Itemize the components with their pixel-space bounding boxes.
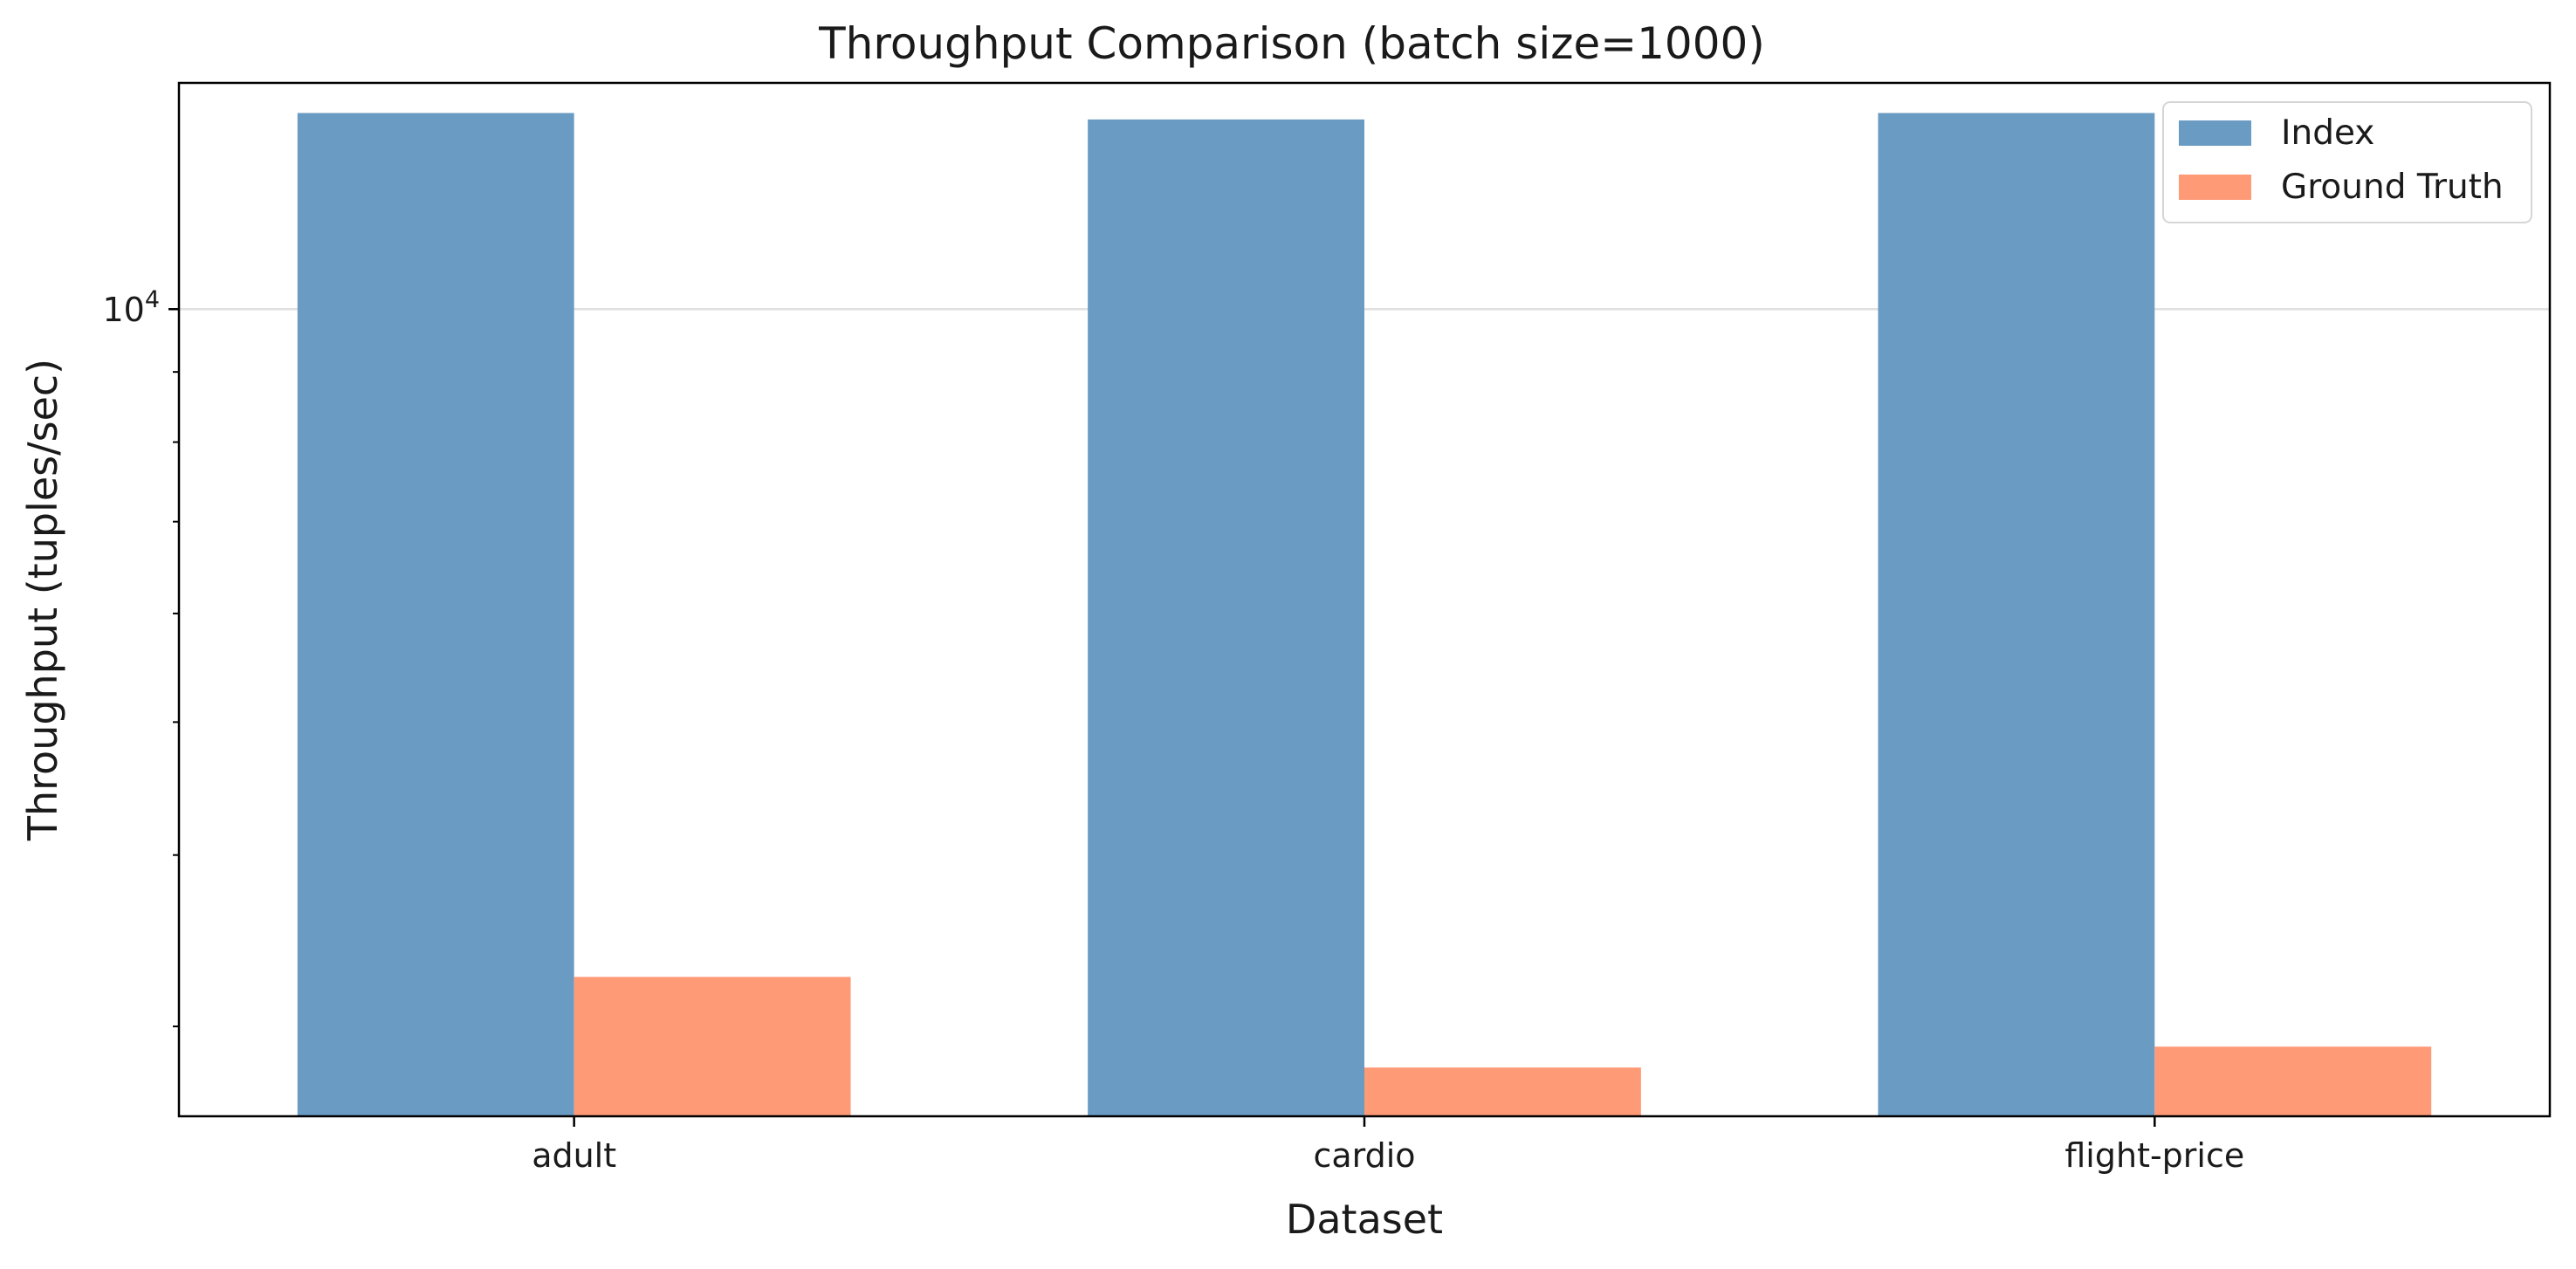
y-axis-label: Throughput (tuples/sec) — [19, 359, 66, 841]
bar-ground-truth-flight-price — [2154, 1046, 2432, 1116]
legend-label: Ground Truth — [2281, 168, 2504, 207]
x-tick-label: flight-price — [2064, 1136, 2244, 1175]
legend: Index Ground Truth — [2162, 101, 2532, 223]
legend-box — [2162, 101, 2532, 223]
bar-ground-truth-cardio — [1364, 1067, 1641, 1116]
bar-index-cardio — [1088, 119, 1364, 1117]
legend-swatch — [2179, 175, 2251, 200]
y-axis-ticks: 104 — [102, 286, 179, 1028]
y-tick-label: 104 — [102, 286, 160, 329]
x-tick-label: cardio — [1313, 1136, 1415, 1175]
x-tick-label: adult — [532, 1136, 616, 1175]
bar-ground-truth-adult — [574, 977, 851, 1116]
bar-index-adult — [297, 113, 574, 1116]
bars — [297, 113, 2432, 1117]
legend-label: Index — [2281, 113, 2374, 153]
x-axis-label: Dataset — [1286, 1196, 1443, 1243]
x-axis-ticks: adult cardio flight-price — [532, 1116, 2244, 1175]
chart-title: Throughput Comparison (batch size=1000) — [818, 18, 1765, 69]
legend-swatch — [2179, 120, 2251, 146]
bar-index-flight-price — [1878, 113, 2155, 1116]
